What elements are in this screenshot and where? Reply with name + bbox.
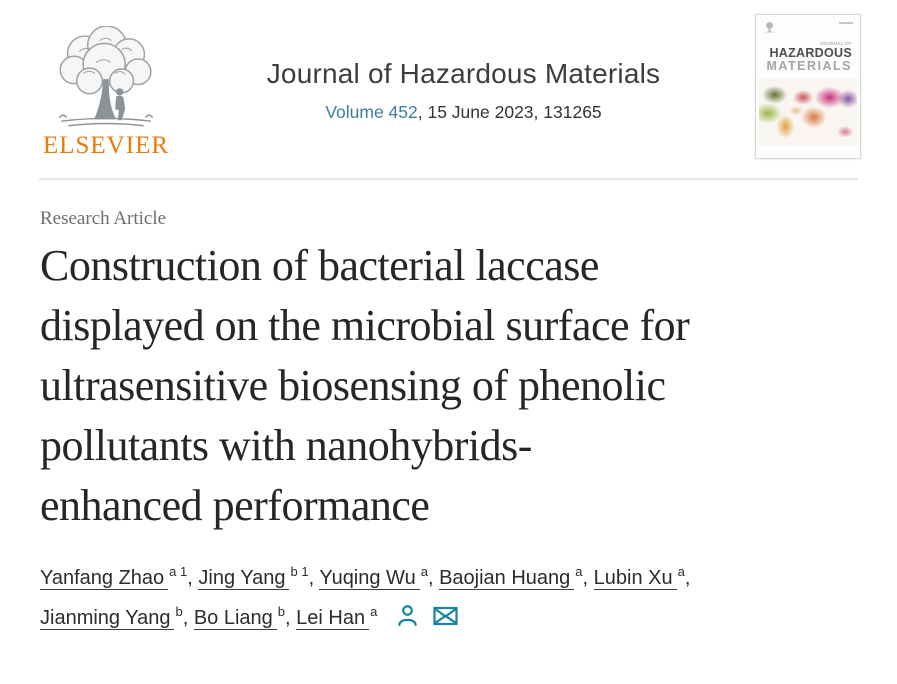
header-divider	[39, 178, 858, 180]
article-title: Construction of bacterial laccase displa…	[40, 236, 857, 536]
author-entry: Baojian Huang a,	[439, 564, 594, 590]
elsevier-logo[interactable]: ELSEVIER	[40, 26, 172, 160]
title-line: ultrasensitive biosensing of phenolic	[40, 361, 666, 410]
author-affiliation-sup: b 1	[290, 564, 309, 580]
author-affiliation-sup: b	[175, 604, 183, 620]
cover-hazardous-text: HAZARDOUS	[769, 46, 852, 61]
cover-journal-of-text: JOURNAL OF	[819, 41, 852, 47]
author-affiliation-sup: a	[370, 604, 378, 620]
journal-title-link[interactable]: Journal of Hazardous Materials	[266, 58, 661, 89]
author-entry: Jing Yang b 1,	[198, 564, 320, 590]
author-link[interactable]: Baojian Huang	[439, 567, 575, 590]
author-affiliation-sup: a	[677, 564, 685, 580]
author-separator: ,	[308, 567, 320, 589]
journal-header: ELSEVIER Journal of Hazardous Materials …	[0, 0, 897, 178]
author-affiliation-sup: b	[277, 604, 286, 620]
cover-mini-tree-icon	[765, 22, 775, 33]
journal-cover-thumbnail[interactable]: JOURNAL OF HAZARDOUS MATERIALS	[755, 14, 861, 159]
tree-figure	[115, 88, 126, 121]
title-line: Construction of bacterial laccase	[40, 241, 599, 290]
author-entry: Yanfang Zhao a 1,	[40, 564, 199, 590]
author-affiliation-sup: a	[420, 564, 428, 580]
author-list: Yanfang Zhao a 1, Jing Yang b 1, Yuqing Wu…	[0, 536, 897, 638]
article-head: Research Article Construction of bacteri…	[0, 180, 897, 536]
author-affiliation-sup: a	[575, 564, 583, 580]
author-entry: Lubin Xu a,	[593, 564, 691, 590]
author-link[interactable]: Jianming Yang	[40, 607, 175, 630]
author-affiliation-sup: a 1	[169, 564, 188, 580]
journal-header-center: Journal of Hazardous Materials Volume 45…	[172, 14, 755, 123]
tree-ground	[58, 114, 154, 127]
author-link[interactable]: Bo Liang	[193, 607, 277, 630]
tree-trunk	[94, 79, 117, 120]
author-separator: ,	[187, 567, 199, 589]
author-line-1: Yanfang Zhao a 1, Jing Yang b 1, Yuqing Wu…	[40, 558, 857, 598]
volume-link[interactable]: Volume 452	[325, 102, 418, 122]
author-link[interactable]: Lubin Xu	[593, 567, 677, 590]
title-line: enhanced performance	[40, 481, 430, 530]
article-type-label: Research Article	[40, 208, 167, 229]
author-link[interactable]: Yuqing Wu	[319, 567, 420, 590]
cover-issue-text	[839, 22, 853, 24]
author-link[interactable]: Yanfang Zhao	[40, 567, 169, 590]
author-separator: ,	[684, 567, 691, 589]
envelope-icon[interactable]	[432, 604, 459, 628]
title-line: pollutants with nanohybrids-	[40, 421, 532, 470]
author-line-2: Jianming Yang b, Bo Liang b, Lei Han a	[40, 598, 857, 638]
cover-materials-text: MATERIALS	[766, 58, 852, 73]
volume-issue-line: Volume 452, 15 June 2023, 131265	[172, 102, 755, 123]
author-link[interactable]: Jing Yang	[198, 567, 290, 590]
corresponding-author-icons	[395, 603, 459, 628]
author-link[interactable]: Lei Han	[296, 607, 370, 630]
cover-world-map-image	[759, 79, 857, 145]
cover-masthead: JOURNAL OF HAZARDOUS MATERIALS	[756, 41, 856, 73]
author-entry: Yuqing Wu a,	[319, 564, 440, 590]
author-separator: ,	[285, 607, 297, 629]
issue-date-info: , 15 June 2023, 131265	[417, 102, 602, 122]
author-entry: Bo Liang b,	[193, 604, 297, 630]
author-separator: ,	[182, 607, 194, 629]
author-entry: Jianming Yang b,	[40, 604, 194, 630]
author-separator: ,	[427, 567, 440, 589]
author-entry: Lei Han a	[296, 604, 378, 630]
person-icon[interactable]	[395, 603, 420, 628]
title-line: displayed on the microbial surface for	[40, 301, 690, 350]
author-separator: ,	[582, 567, 594, 589]
elsevier-wordmark: ELSEVIER	[42, 132, 170, 159]
elsevier-tree-icon	[58, 26, 154, 127]
